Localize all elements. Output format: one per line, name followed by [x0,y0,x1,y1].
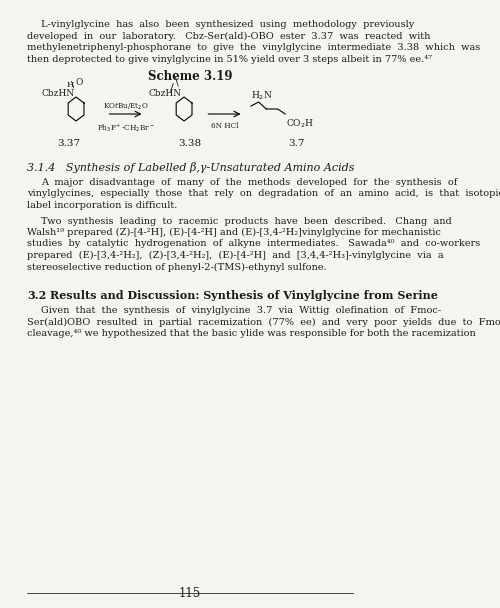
Text: CbzHN: CbzHN [148,89,182,98]
Text: A  major  disadvantage  of  many  of  the  methods  developed  for  the  synthes: A major disadvantage of many of the meth… [41,178,458,187]
Text: Two  synthesis  leading  to  racemic  products  have  been  described.   Chang  : Two synthesis leading to racemic product… [41,216,452,226]
Text: Walsh¹⁹ prepared (Z)-[4-²H], (E)-[4-²H] and (E)-[3,4-²H₂]vinylglycine for mechan: Walsh¹⁹ prepared (Z)-[4-²H], (E)-[4-²H] … [28,228,442,237]
Text: CbzHN: CbzHN [42,89,75,98]
Text: H: H [67,81,74,89]
Text: Scheme 3.19: Scheme 3.19 [148,70,232,83]
Text: O: O [76,78,82,87]
Text: \: \ [70,80,74,89]
Text: Ser(ald)OBO  resulted  in  partial  racemization  (77%  ee)  and  very  poor  yi: Ser(ald)OBO resulted in partial racemiza… [28,317,500,326]
Text: stereoselective reduction of phenyl-2-(TMS)-ethynyl sulfone.: stereoselective reduction of phenyl-2-(T… [28,263,327,272]
Text: label incorporation is difficult.: label incorporation is difficult. [28,201,178,210]
Text: \: \ [175,77,178,87]
Text: 3.38: 3.38 [178,139,202,148]
Text: 3.7: 3.7 [288,139,305,148]
Text: studies  by  catalytic  hydrogenation  of  alkyne  intermediates.   Sawada⁴⁰  an: studies by catalytic hydrogenation of al… [28,240,480,249]
Text: Ph$_3$P$^+$-CH$_2$Br$^-$: Ph$_3$P$^+$-CH$_2$Br$^-$ [96,122,154,134]
Text: then deprotected to give vinylglycine in 51% yield over 3 steps albeit in 77% ee: then deprotected to give vinylglycine in… [28,55,432,63]
Text: KO$t$Bu/Et$_2$O: KO$t$Bu/Et$_2$O [102,101,148,112]
Text: 3.37: 3.37 [57,139,80,148]
Text: prepared  (E)-[3,4-²H₂],  (Z)-[3,4-²H₂],  (E)-[4-²H]  and  [3,4,4-²H₃]-vinylglyc: prepared (E)-[3,4-²H₂], (Z)-[3,4-²H₂], (… [28,251,444,260]
Text: 115: 115 [179,587,202,600]
Text: Results and Discussion: Synthesis of Vinylglycine from Serine: Results and Discussion: Synthesis of Vin… [50,290,438,301]
Text: cleavage,⁴⁰ we hypothesized that the basic ylide was responsible for both the ra: cleavage,⁴⁰ we hypothesized that the bas… [28,329,476,338]
Text: /: / [170,83,173,93]
Text: Given  that  the  synthesis  of  vinylglycine  3.7  via  Wittig  olefination  of: Given that the synthesis of vinylglycine… [41,306,441,315]
Text: H$_2$N: H$_2$N [251,89,272,102]
Text: vinylglycines,  especially  those  that  rely  on  degradation  of  an  amino  a: vinylglycines, especially those that rel… [28,190,500,198]
Text: 6N HCl: 6N HCl [210,122,238,130]
Text: 3.2: 3.2 [28,290,46,301]
Text: 3.1.4   Synthesis of Labelled β,γ-Unsaturated Amino Acids: 3.1.4 Synthesis of Labelled β,γ-Unsatura… [28,162,355,173]
Text: L-vinylglycine  has  also  been  synthesized  using  methodology  previously: L-vinylglycine has also been synthesized… [41,20,414,29]
Text: CO$_2$H: CO$_2$H [286,117,314,130]
Text: methylenetriphenyl-phosphorane  to  give  the  vinylglycine  intermediate  3.38 : methylenetriphenyl-phosphorane to give t… [28,43,480,52]
Text: developed  in  our  laboratory.   Cbz-Ser(ald)-OBO  ester  3.37  was  reacted  w: developed in our laboratory. Cbz-Ser(ald… [28,32,431,41]
